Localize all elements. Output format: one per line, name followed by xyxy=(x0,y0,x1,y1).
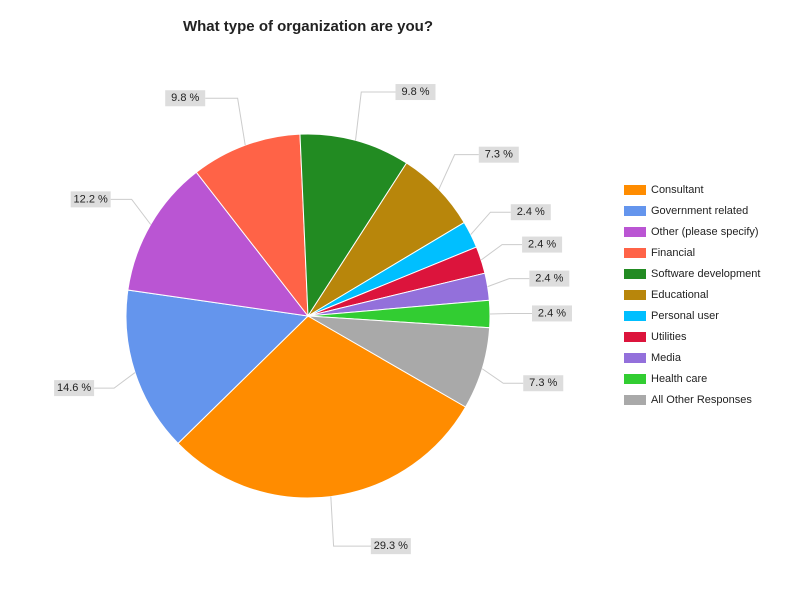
label-box xyxy=(478,146,519,163)
legend-swatch xyxy=(624,311,646,321)
legend-swatch xyxy=(624,206,646,216)
label-box xyxy=(54,380,95,397)
leader-line xyxy=(487,278,530,288)
pie-slice xyxy=(125,289,310,445)
legend-swatch xyxy=(624,332,646,342)
data-label: 12.2 % xyxy=(74,193,108,205)
chart-title: What type of organization are you? xyxy=(183,18,433,35)
leader-line xyxy=(330,496,371,547)
legend-swatch xyxy=(624,185,646,195)
data-label: 7.3 % xyxy=(529,377,557,389)
data-label: 2.4 % xyxy=(538,307,566,319)
legend-label: Personal user xyxy=(651,310,719,322)
data-label: 14.6 % xyxy=(57,382,91,394)
leader-line xyxy=(480,244,523,261)
legend-label: All Other Responses xyxy=(651,394,752,406)
data-label: 9.8 % xyxy=(401,86,429,98)
legend-swatch xyxy=(624,290,646,300)
legend-label: Utilities xyxy=(651,331,687,343)
label-box xyxy=(510,204,551,221)
data-label: 2.4 % xyxy=(535,272,563,284)
label-box xyxy=(523,375,564,392)
leader-line xyxy=(470,211,511,235)
legend-label: Software development xyxy=(651,268,760,280)
label-box xyxy=(370,538,411,555)
pie-slice xyxy=(127,171,310,317)
leader-line xyxy=(110,198,152,225)
label-box xyxy=(531,305,572,322)
leader-line xyxy=(355,91,396,141)
legend-label: Health care xyxy=(651,373,707,385)
label-box xyxy=(395,84,436,101)
data-label: 7.3 % xyxy=(485,149,513,161)
data-label: 9.8 % xyxy=(171,92,199,104)
legend-label: Financial xyxy=(651,247,695,259)
leader-line xyxy=(94,372,136,389)
legend-label: Government related xyxy=(651,205,748,217)
legend-swatch xyxy=(624,248,646,258)
leader-line xyxy=(481,368,524,384)
legend-label: Educational xyxy=(651,289,709,301)
label-box xyxy=(165,90,206,107)
legend-swatch xyxy=(624,353,646,363)
leader-line xyxy=(489,312,532,315)
legend-swatch xyxy=(624,269,646,279)
legend-label: Other (please specify) xyxy=(651,226,759,238)
legend-swatch xyxy=(624,395,646,405)
legend-swatch xyxy=(624,227,646,237)
data-label: 29.3 % xyxy=(374,540,408,552)
leader-line xyxy=(205,97,246,146)
label-box xyxy=(70,191,111,208)
label-box xyxy=(522,236,563,253)
label-box xyxy=(529,270,570,287)
leader-line xyxy=(438,154,479,190)
data-label: 2.4 % xyxy=(528,238,556,250)
legend-label: Media xyxy=(651,352,682,364)
data-label: 2.4 % xyxy=(517,206,545,218)
legend-label: Consultant xyxy=(651,184,704,196)
legend-swatch xyxy=(624,374,646,384)
